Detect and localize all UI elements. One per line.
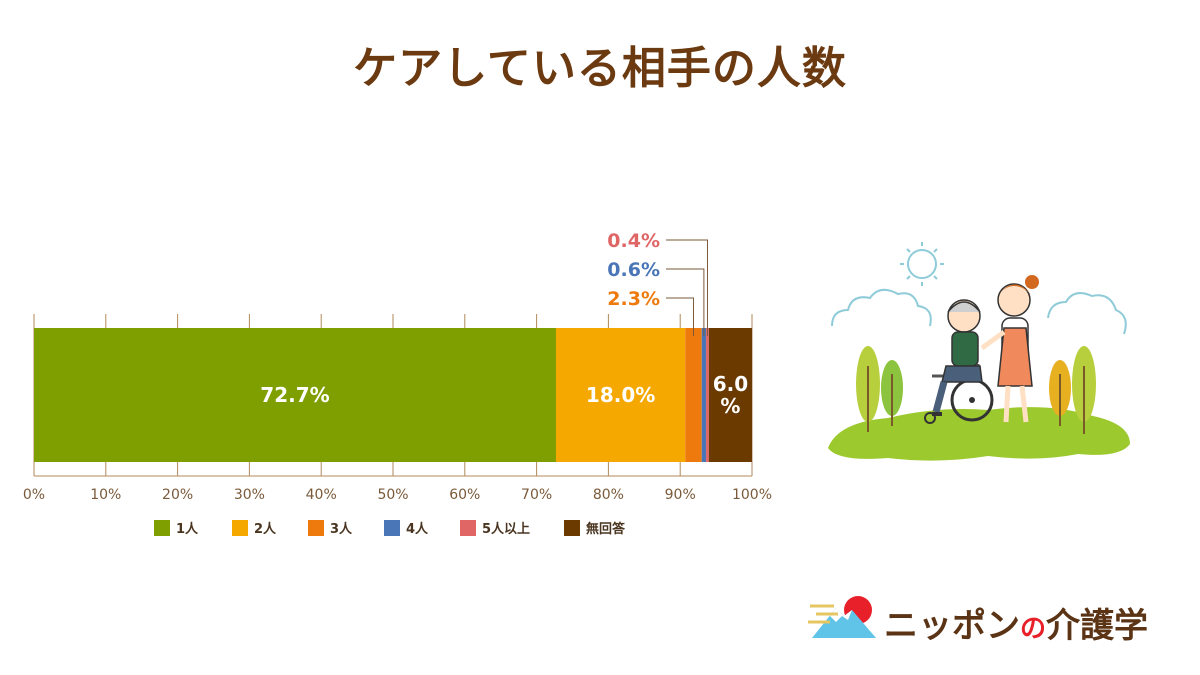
x-tick-label: 50% <box>377 487 408 503</box>
brand-logo: ニッポンの介護学 <box>808 592 1178 648</box>
bar-segment <box>34 328 556 462</box>
stacked-bar-chart: 72.7% 18.0% 6.0% 0% 10% 20% 30% 40% 50% 60% 70% 80… <box>23 230 772 537</box>
legend-swatch <box>564 520 580 536</box>
x-tick-label: 20% <box>162 487 193 503</box>
brand-name: ニッポンの介護学 <box>884 598 1148 647</box>
callout-leader <box>666 239 708 336</box>
bar-segment <box>708 328 752 462</box>
x-tick-label: 90% <box>665 487 696 503</box>
x-tick-label: 80% <box>593 487 624 503</box>
x-tick-label: 30% <box>234 487 265 503</box>
callout-leader <box>666 268 705 336</box>
brand-name-part1: ニッポン <box>884 606 1020 646</box>
x-tick-label: 40% <box>306 487 337 503</box>
legend: 1人 2人 3人 4人 5人以上 無回答 <box>154 520 626 537</box>
legend-label: 3人 <box>330 521 353 537</box>
callout-label: 0.6% <box>607 259 660 281</box>
x-tick-label: 10% <box>90 487 121 503</box>
bar-value-label: 6.0% <box>713 372 748 418</box>
brand-name-no: の <box>1020 614 1047 644</box>
x-tick-label: 0% <box>23 487 45 503</box>
callout-label: 2.3% <box>607 288 660 310</box>
bar-value-label: 18.0% <box>586 383 655 407</box>
bar-segment <box>701 328 707 462</box>
callouts: 2.3% 0.6% 0.4% <box>607 230 708 336</box>
bar-value-label: 72.7% <box>260 383 329 407</box>
legend-swatch <box>308 520 324 536</box>
page-title: ケアしている相手の人数 <box>353 43 847 94</box>
legend-swatch <box>460 520 476 536</box>
callout-leader <box>666 297 694 336</box>
brand-name-part2: 介護学 <box>1046 606 1149 646</box>
bar-segment <box>706 328 709 462</box>
x-tick-label: 60% <box>449 487 480 503</box>
bar-segments: 72.7% 18.0% 6.0% <box>34 328 752 462</box>
legend-swatch <box>154 520 170 536</box>
legend-swatch <box>232 520 248 536</box>
legend-label: 4人 <box>406 521 429 537</box>
bar-segment <box>685 328 702 462</box>
bar-segment <box>555 328 686 462</box>
legend-label: 2人 <box>254 521 277 537</box>
x-tick-label: 70% <box>521 487 552 503</box>
mount-fuji-sun-icon <box>808 596 876 638</box>
caregiver-wheelchair-illustration <box>828 242 1130 461</box>
callout-label: 0.4% <box>607 230 660 252</box>
x-axis: 0% 10% 20% 30% 40% 50% 60% 70% 80% 90% 100% <box>23 475 772 503</box>
legend-label: 無回答 <box>586 521 626 537</box>
legend-label: 1人 <box>176 521 199 537</box>
legend-label: 5人以上 <box>482 521 530 537</box>
x-tick-label: 100% <box>732 487 772 503</box>
legend-swatch <box>384 520 400 536</box>
